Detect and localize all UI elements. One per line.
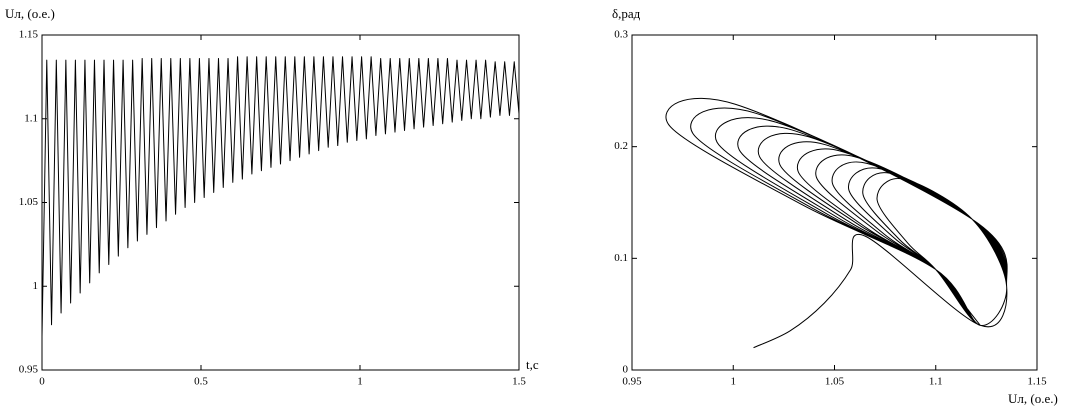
- x-tick-label: 1: [731, 376, 737, 388]
- x-tick-label: 0.95: [622, 376, 642, 388]
- y-tick-label: 0.95: [19, 364, 39, 376]
- x-tick-label: 1.15: [1027, 376, 1047, 388]
- y-tick-label: 1.15: [19, 29, 39, 41]
- x-axis-label: t,c: [526, 357, 539, 372]
- y-tick-label: 0: [623, 364, 629, 376]
- y-tick-label: 0.3: [614, 29, 628, 41]
- data-line: [665, 97, 1008, 349]
- y-axis-label: δ,рад: [612, 6, 641, 21]
- data-line: [41, 56, 520, 337]
- y-tick-label: 1.1: [24, 112, 38, 124]
- x-tick-label: 0: [39, 376, 45, 388]
- x-tick-label: 1.1: [929, 376, 943, 388]
- y-tick-label: 0.1: [614, 252, 628, 264]
- x-tick-label: 1.05: [825, 376, 845, 388]
- x-tick-label: 0.5: [194, 376, 208, 388]
- y-tick-label: 0.2: [614, 140, 628, 152]
- x-tick-label: 1.5: [512, 376, 526, 388]
- x-tick-label: 1: [357, 376, 363, 388]
- y-axis-label: Uл, (о.е.): [5, 6, 55, 21]
- x-axis-label: Uл, (о.е.): [1008, 391, 1058, 406]
- y-tick-label: 1: [33, 280, 39, 292]
- y-tick-label: 1.05: [19, 196, 39, 208]
- plot-frame: [41, 34, 520, 371]
